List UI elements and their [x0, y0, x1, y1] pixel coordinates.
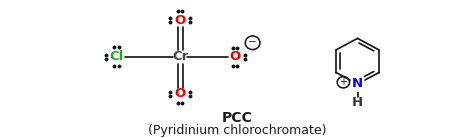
Text: Cr: Cr — [172, 50, 188, 63]
Text: H: H — [352, 96, 363, 109]
Text: O: O — [174, 14, 186, 27]
Text: Cl: Cl — [109, 50, 124, 63]
Text: (Pyridinium chlorochromate): (Pyridinium chlorochromate) — [148, 124, 326, 137]
Text: O: O — [174, 87, 186, 100]
Text: +: + — [339, 77, 347, 87]
Text: PCC: PCC — [222, 111, 252, 125]
Text: O: O — [229, 50, 240, 63]
Text: −: − — [248, 37, 257, 47]
Text: N: N — [352, 78, 363, 91]
